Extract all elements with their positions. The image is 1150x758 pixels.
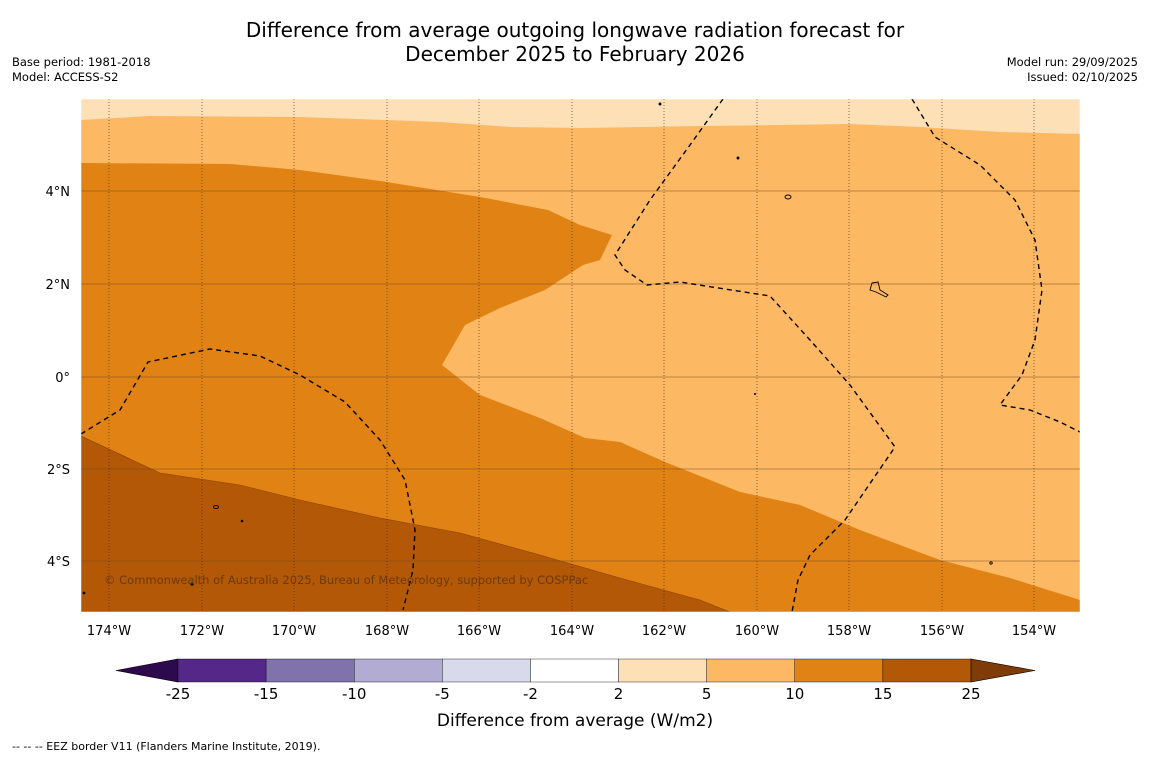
colorbar-extend-high — [970, 658, 1036, 683]
base-period: Base period: 1981-2018 — [12, 55, 151, 69]
band-10-15 — [81, 163, 1080, 612]
meta-right: Model run: 29/09/2025 Issued: 02/10/2025 — [1007, 55, 1138, 85]
lat-label: 2°N — [46, 278, 71, 293]
colorbar-segment — [794, 658, 884, 683]
eez-borders — [81, 99, 1080, 612]
colorbar — [115, 658, 1036, 683]
colorbar-segment — [882, 658, 972, 683]
lat-label: 4°N — [46, 185, 71, 200]
colorbar-tick-label: -25 — [166, 685, 191, 703]
lon-label: 162°W — [642, 624, 686, 639]
lon-label: 166°W — [457, 624, 501, 639]
chart-title: Difference from average outgoing longwav… — [0, 18, 1150, 66]
band-15-25 — [81, 436, 730, 612]
colorbar-segment — [706, 658, 795, 683]
lon-label: 174°W — [87, 624, 131, 639]
copyright-note: © Commonwealth of Australia 2025, Bureau… — [104, 573, 588, 587]
colorbar-tick-label: 25 — [961, 685, 980, 703]
colorbar-tick-label: 5 — [702, 685, 712, 703]
model-name: Model: ACCESS-S2 — [12, 70, 119, 84]
lon-label: 164°W — [550, 624, 594, 639]
colorbar-tick-label: -10 — [342, 685, 367, 703]
colorbar-segment — [354, 658, 443, 683]
colorbar-tick-label: 2 — [614, 685, 624, 703]
meta-left: Base period: 1981-2018 Model: ACCESS-S2 — [12, 55, 151, 85]
colorbar-tick-label: 10 — [785, 685, 804, 703]
title-line-2: December 2025 to February 2026 — [405, 42, 745, 66]
lat-label: 0° — [55, 371, 70, 386]
colorbar-tick-label: -2 — [523, 685, 538, 703]
lon-label: 160°W — [735, 624, 779, 639]
issued-date: Issued: 02/10/2025 — [1027, 70, 1138, 84]
colorbar-segment — [618, 658, 707, 683]
lat-label: 4°S — [47, 555, 70, 570]
colorbar-segment — [177, 658, 267, 683]
lon-label: 170°W — [272, 624, 316, 639]
model-run: Model run: 29/09/2025 — [1006, 55, 1138, 69]
title-line-1: Difference from average outgoing longwav… — [245, 18, 905, 42]
colorbar-segment — [442, 658, 531, 683]
colorbar-title: Difference from average (W/m2) — [437, 711, 713, 731]
islands — [82, 102, 993, 595]
eez-legend-note: -- -- -- EEZ border V11 (Flanders Marine… — [12, 740, 321, 753]
lon-label: 172°W — [180, 624, 224, 639]
latitude-labels: 4°N 2°N 0° 2°S 4°S — [46, 185, 71, 570]
colorbar-segment — [265, 658, 355, 683]
lon-label: 168°W — [365, 624, 409, 639]
map-area: © Commonwealth of Australia 2025, Bureau… — [81, 99, 1080, 612]
band-15-25-edge — [81, 435, 731, 612]
colorbar-tick-label: -5 — [435, 685, 450, 703]
colorbar-tick-label: -15 — [254, 685, 279, 703]
map-frame — [80, 98, 1081, 613]
colorbar-extend-low — [115, 658, 179, 683]
lat-label: 2°S — [47, 463, 70, 478]
longitude-labels: 174°W 172°W 170°W 168°W 166°W 164°W 162°… — [87, 624, 1056, 639]
lon-label: 154°W — [1012, 624, 1056, 639]
colorbar-ticks: -25 -15 -10 -5 -2 2 5 10 15 25 — [166, 685, 981, 703]
lon-label: 158°W — [827, 624, 871, 639]
colorbar-tick-label: 15 — [873, 685, 892, 703]
gridlines — [81, 99, 1080, 612]
colorbar-segment — [530, 658, 619, 683]
lon-label: 156°W — [920, 624, 964, 639]
